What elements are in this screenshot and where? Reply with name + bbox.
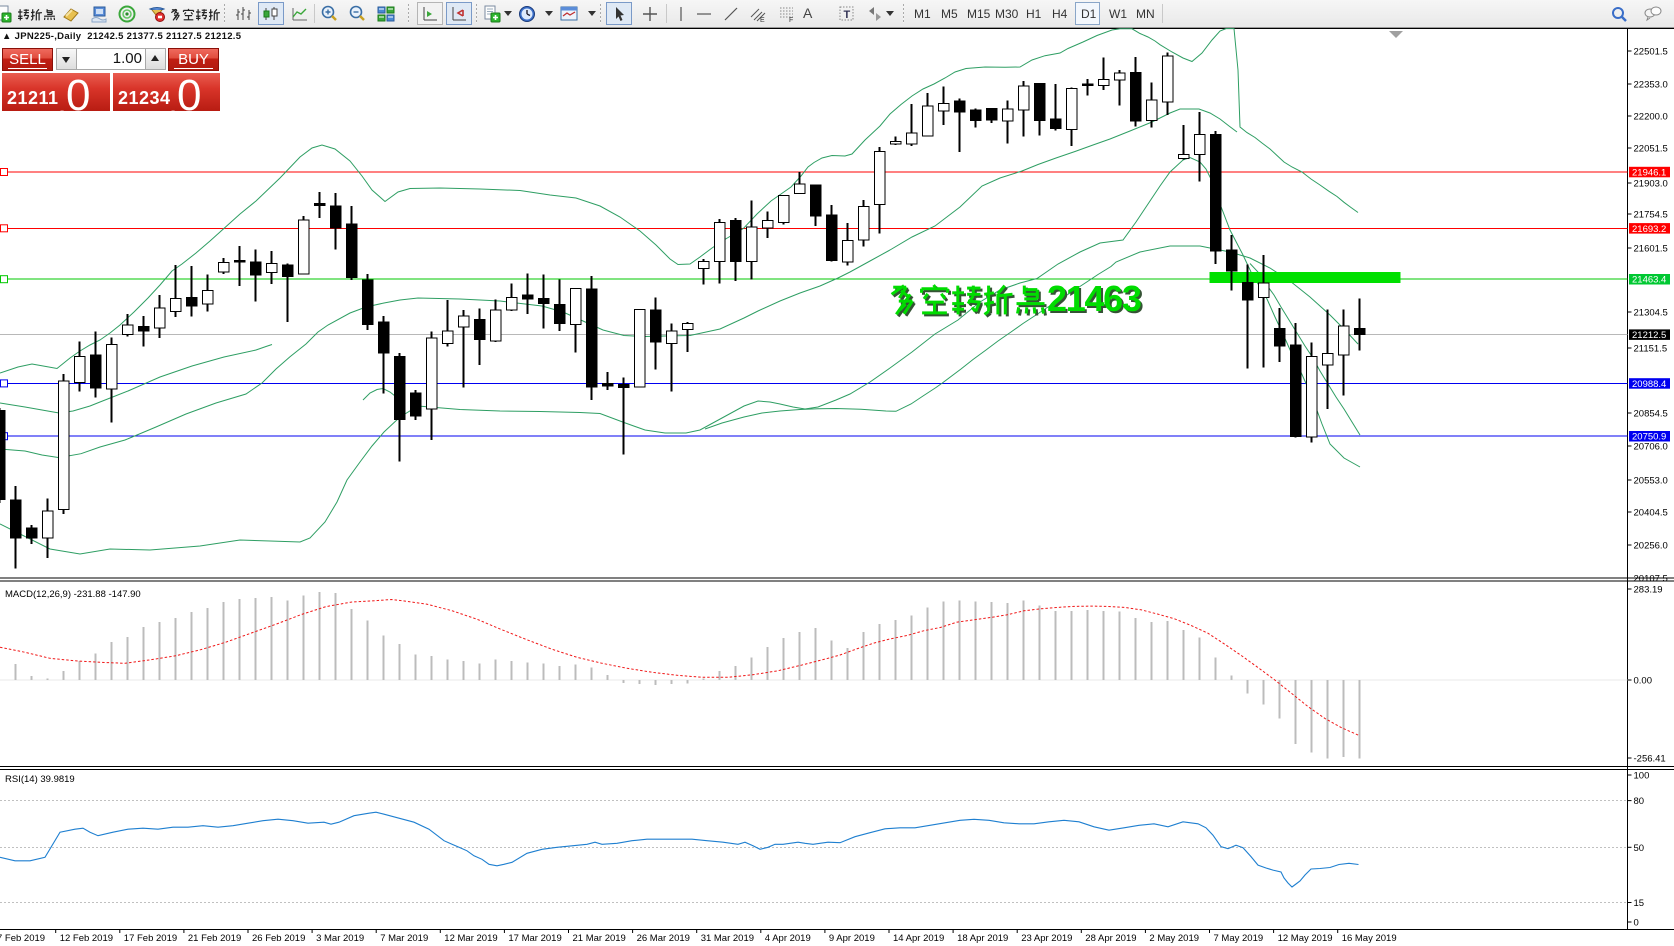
svg-text:20750.9: 20750.9	[1632, 432, 1666, 443]
svg-text:22501.5: 22501.5	[1634, 47, 1668, 58]
svg-text:18 Apr 2019: 18 Apr 2019	[957, 933, 1008, 944]
svg-text:20553.0: 20553.0	[1634, 476, 1668, 487]
svg-text:20988.4: 20988.4	[1632, 379, 1666, 390]
svg-text:100: 100	[1634, 771, 1650, 782]
svg-text:20256.0: 20256.0	[1634, 541, 1668, 552]
svg-text:283.19: 283.19	[1634, 585, 1663, 596]
svg-text:T: T	[844, 9, 851, 21]
svg-text:80: 80	[1634, 796, 1645, 807]
svg-text:4 Apr 2019: 4 Apr 2019	[765, 933, 811, 944]
svg-text:21754.5: 21754.5	[1634, 210, 1668, 221]
svg-text:21 Feb 2019: 21 Feb 2019	[188, 933, 241, 944]
svg-text:23 Apr 2019: 23 Apr 2019	[1021, 933, 1072, 944]
svg-text:12 Feb 2019: 12 Feb 2019	[60, 933, 113, 944]
svg-text:22200.0: 22200.0	[1634, 112, 1668, 123]
svg-text:17 Mar 2019: 17 Mar 2019	[508, 933, 561, 944]
svg-text:21 Mar 2019: 21 Mar 2019	[573, 933, 626, 944]
svg-text:14 Apr 2019: 14 Apr 2019	[893, 933, 944, 944]
svg-text:28 Apr 2019: 28 Apr 2019	[1085, 933, 1136, 944]
svg-text:21212.5: 21212.5	[1632, 330, 1666, 341]
svg-text:21693.2: 21693.2	[1632, 224, 1666, 235]
svg-text:0.00: 0.00	[1634, 676, 1653, 687]
svg-text:15: 15	[1634, 898, 1645, 909]
svg-text:22051.5: 22051.5	[1634, 144, 1668, 155]
svg-text:7 Mar 2019: 7 Mar 2019	[380, 933, 428, 944]
svg-text:2 May 2019: 2 May 2019	[1149, 933, 1199, 944]
svg-text:22353.0: 22353.0	[1634, 80, 1668, 91]
svg-text:7 May 2019: 7 May 2019	[1214, 933, 1264, 944]
svg-text:9 Apr 2019: 9 Apr 2019	[829, 933, 875, 944]
svg-text:21903.0: 21903.0	[1634, 179, 1668, 190]
svg-text:21304.5: 21304.5	[1634, 308, 1668, 319]
svg-text:50: 50	[1634, 843, 1645, 854]
svg-text:21463: 21463	[1049, 280, 1143, 321]
svg-text:RSI(14) 39.9819: RSI(14) 39.9819	[5, 774, 75, 785]
svg-text:0: 0	[1634, 918, 1639, 929]
svg-text:3 Mar 2019: 3 Mar 2019	[316, 933, 364, 944]
svg-text:12 Mar 2019: 12 Mar 2019	[444, 933, 497, 944]
svg-text:21601.5: 21601.5	[1634, 244, 1668, 255]
svg-text:20854.5: 20854.5	[1634, 409, 1668, 420]
svg-text:31 Mar 2019: 31 Mar 2019	[701, 933, 754, 944]
svg-text:21463: 21463	[1047, 278, 1141, 319]
svg-text:12 May 2019: 12 May 2019	[1278, 933, 1333, 944]
svg-text:20404.5: 20404.5	[1634, 508, 1668, 519]
svg-text:21151.5: 21151.5	[1634, 344, 1668, 355]
svg-text:-256.41: -256.41	[1634, 754, 1666, 765]
svg-text:16 May 2019: 16 May 2019	[1342, 933, 1397, 944]
svg-text:26 Feb 2019: 26 Feb 2019	[252, 933, 305, 944]
svg-text:E: E	[760, 17, 765, 23]
svg-text:21463.4: 21463.4	[1632, 275, 1666, 286]
svg-text:20706.0: 20706.0	[1634, 442, 1668, 453]
svg-text:MACD(12,26,9) -231.88 -147.90: MACD(12,26,9) -231.88 -147.90	[5, 589, 141, 600]
svg-text:26 Mar 2019: 26 Mar 2019	[637, 933, 690, 944]
svg-text:21946.1: 21946.1	[1632, 168, 1666, 179]
svg-text:7 Feb 2019: 7 Feb 2019	[0, 933, 45, 944]
svg-text:17 Feb 2019: 17 Feb 2019	[124, 933, 177, 944]
svg-text:F: F	[789, 17, 793, 23]
svg-text:20107.5: 20107.5	[1634, 574, 1668, 585]
